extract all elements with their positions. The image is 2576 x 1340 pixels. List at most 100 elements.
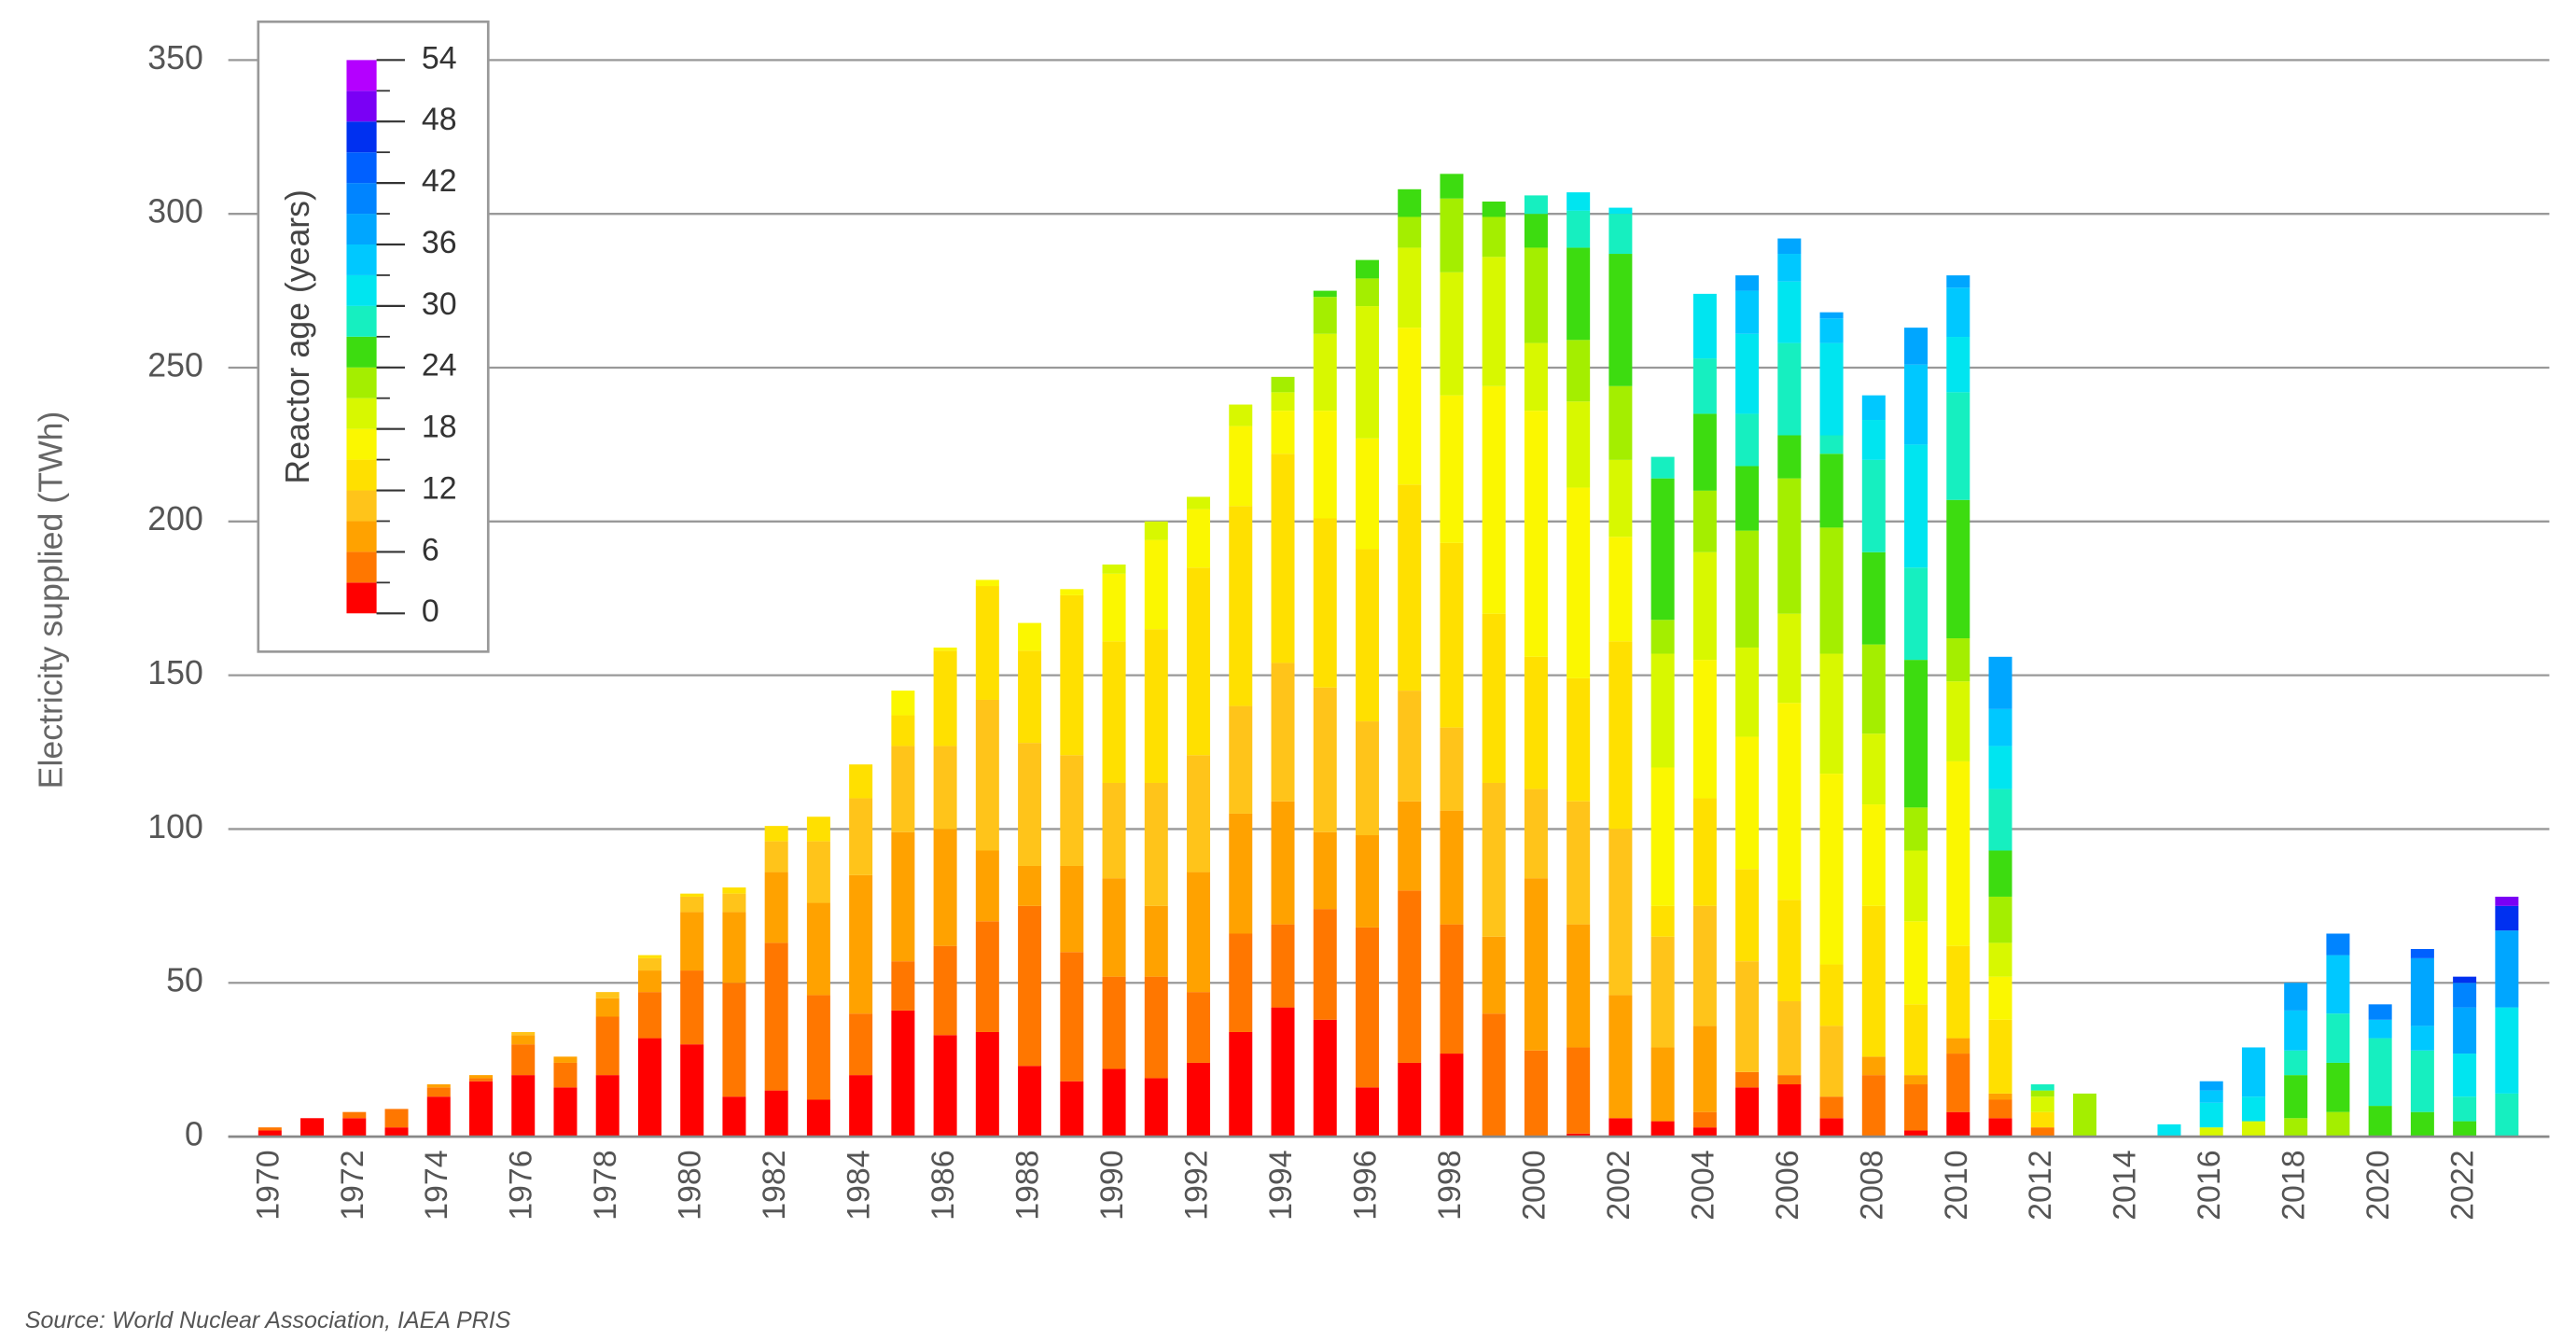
bar-segment — [1608, 385, 1633, 460]
bar-segment — [1988, 850, 2012, 897]
bar-segment — [468, 1081, 494, 1138]
bar-segment — [258, 1130, 282, 1138]
bar-segment — [1777, 342, 1802, 436]
bar-segment — [1566, 210, 1591, 248]
bar-segment — [1819, 318, 1844, 343]
bar-segment — [1144, 976, 1168, 1079]
bar-segment — [1946, 681, 1970, 761]
bar-segment — [1229, 813, 1253, 934]
bar-segment — [2241, 1047, 2265, 1097]
bar-segment — [1946, 337, 1970, 393]
bar-segment — [2157, 1124, 2181, 1138]
bar-segment — [553, 1087, 578, 1138]
bar-segment — [1398, 890, 1422, 1063]
bar-segment — [1229, 506, 1253, 706]
bar-segment — [1988, 1118, 2012, 1138]
bar-segment — [1650, 1121, 1675, 1138]
bar-segment — [1692, 798, 1717, 906]
bar-segment — [637, 970, 661, 993]
bar-segment — [1904, 1004, 1929, 1076]
bar-segment — [1398, 247, 1422, 328]
bar-segment — [1566, 247, 1591, 341]
bar-segment — [1144, 629, 1168, 783]
bar-segment — [1777, 238, 1802, 255]
bar-segment — [1946, 638, 1970, 682]
colorbar-cell — [346, 582, 377, 614]
bar-segment — [1313, 831, 1337, 910]
bar-segment — [1692, 660, 1717, 799]
bar-segment — [1904, 328, 1929, 365]
bar-segment — [933, 647, 957, 651]
bar-segment — [1946, 1054, 1970, 1112]
bar-segment — [2072, 1093, 2097, 1138]
bar-segment — [1988, 1019, 2012, 1094]
bar-segment — [1692, 413, 1717, 491]
bar-segment — [1187, 496, 1211, 509]
bar-segment — [1398, 1062, 1422, 1138]
bar-segment — [1187, 1062, 1211, 1138]
bar-segment — [1735, 530, 1760, 648]
bar-segment — [680, 896, 704, 913]
bar-segment — [511, 1044, 536, 1076]
bar-segment — [849, 764, 873, 799]
bar-segment — [1313, 518, 1337, 688]
x-tick-label: 1990 — [1094, 1150, 1130, 1220]
bar-segment — [1650, 767, 1675, 906]
bar-segment — [1482, 613, 1506, 783]
bar-segment — [1398, 691, 1422, 802]
bar-segment — [891, 961, 915, 1011]
x-tick-label: 2002 — [1601, 1150, 1636, 1220]
bar-segment — [1819, 964, 1844, 1026]
bar-segment — [1018, 1066, 1042, 1138]
bar-segment — [2368, 1019, 2392, 1039]
y-tick-label: 250 — [147, 346, 203, 384]
bar-segment — [722, 1096, 746, 1138]
bar-segment — [637, 955, 661, 958]
bar-segment — [1018, 622, 1042, 651]
bar-segment — [1060, 1081, 1084, 1138]
bar-segment — [1482, 201, 1506, 217]
bar-segment — [1144, 539, 1168, 630]
bar-segment — [1482, 936, 1506, 1014]
bar-segment — [1988, 746, 2012, 789]
bar-segment — [1102, 782, 1126, 879]
bar-segment — [1861, 420, 1886, 460]
bar-segment — [1144, 782, 1168, 906]
bar-segment — [1440, 1054, 1464, 1138]
bar-segment — [1060, 589, 1084, 595]
bar-segment — [1735, 290, 1760, 334]
bar-segment — [2284, 1050, 2308, 1076]
bar-segment — [595, 1016, 620, 1076]
bar-segment — [1060, 952, 1084, 1082]
bar-segment — [1355, 306, 1379, 439]
bar-segment — [2453, 1121, 2477, 1138]
bar-segment — [1144, 521, 1168, 540]
bar-segment — [891, 715, 915, 747]
bar-segment — [1229, 404, 1253, 426]
bar-segment — [2326, 1062, 2350, 1112]
colorbar-cell — [346, 60, 377, 91]
x-tick-label: 2004 — [1685, 1150, 1720, 1220]
bar-segment — [1187, 872, 1211, 993]
source-note: Source: World Nuclear Association, IAEA … — [25, 1307, 511, 1333]
bar-segment — [1398, 216, 1422, 248]
colorbar-tick-label: 12 — [422, 470, 457, 506]
bar-segment — [1988, 976, 2012, 1020]
y-tick-label: 0 — [185, 1115, 203, 1152]
bar-segment — [1777, 1084, 1802, 1138]
bar-segment — [806, 995, 830, 1100]
bar-segment — [1904, 660, 1929, 808]
bar-segment — [849, 1075, 873, 1138]
bar-segment — [1313, 1019, 1337, 1138]
colorbar-cell — [346, 490, 377, 522]
bar-segment — [1735, 333, 1760, 414]
bar-segment — [1608, 829, 1633, 996]
bar-segment — [722, 893, 746, 913]
bar-segment — [1946, 1111, 1970, 1138]
bar-segment — [1608, 537, 1633, 642]
bar-segment — [1946, 275, 1970, 288]
bar-segment — [1861, 459, 1886, 552]
bar-segment — [1018, 650, 1042, 744]
bar-segment — [680, 912, 704, 971]
bar-segment — [1313, 909, 1337, 1020]
